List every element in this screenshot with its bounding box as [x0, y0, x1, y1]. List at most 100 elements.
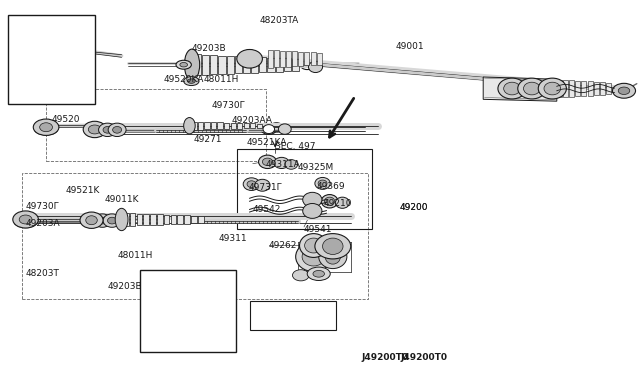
Bar — [237, 149, 372, 229]
Ellipse shape — [19, 215, 32, 224]
Ellipse shape — [325, 249, 340, 264]
Text: PIN(1): PIN(1) — [142, 316, 166, 325]
Bar — [140, 270, 236, 352]
Text: (400B0B): (400B0B) — [11, 33, 47, 42]
Bar — [218, 55, 226, 74]
Ellipse shape — [319, 245, 347, 269]
Bar — [298, 52, 303, 66]
Text: 49521K: 49521K — [66, 186, 100, 195]
Bar — [230, 123, 236, 129]
Bar — [275, 58, 283, 72]
Bar — [191, 216, 196, 223]
Bar — [588, 81, 593, 96]
Ellipse shape — [518, 78, 546, 99]
Bar — [218, 122, 223, 129]
Ellipse shape — [103, 214, 121, 227]
Text: 48203T: 48203T — [26, 269, 60, 278]
Text: NOT FOR SALE: NOT FOR SALE — [261, 312, 329, 321]
Text: 49200: 49200 — [400, 203, 429, 212]
Bar — [136, 214, 142, 225]
Bar — [280, 51, 285, 67]
Ellipse shape — [296, 242, 332, 272]
Ellipse shape — [259, 155, 276, 169]
Ellipse shape — [188, 79, 195, 83]
Ellipse shape — [335, 197, 349, 208]
Bar — [171, 215, 176, 224]
Ellipse shape — [142, 311, 159, 321]
Ellipse shape — [524, 82, 540, 95]
Text: 49262: 49262 — [269, 241, 297, 250]
Text: 49520: 49520 — [51, 115, 80, 124]
Ellipse shape — [52, 62, 68, 72]
Bar — [224, 122, 229, 129]
Ellipse shape — [262, 158, 273, 166]
Text: 49520K: 49520K — [191, 273, 225, 282]
Bar — [143, 214, 149, 225]
Text: SEC. 497: SEC. 497 — [275, 142, 316, 151]
Ellipse shape — [315, 234, 351, 259]
Bar — [259, 57, 266, 72]
Bar — [284, 58, 291, 71]
Bar — [563, 80, 568, 97]
Bar — [210, 55, 218, 74]
Bar — [198, 216, 204, 223]
Ellipse shape — [243, 178, 260, 190]
Bar — [594, 82, 598, 95]
Ellipse shape — [263, 125, 275, 134]
Text: (400B03A): (400B03A) — [142, 288, 183, 297]
Text: 49311A: 49311A — [266, 160, 300, 169]
Ellipse shape — [303, 192, 322, 207]
Ellipse shape — [237, 49, 262, 68]
Bar — [257, 124, 262, 128]
Text: 49200: 49200 — [400, 203, 429, 212]
Bar — [268, 50, 273, 68]
Ellipse shape — [300, 234, 328, 257]
Bar — [581, 81, 586, 96]
Bar — [235, 56, 242, 73]
Ellipse shape — [498, 78, 526, 99]
Text: 49541: 49541 — [304, 225, 333, 234]
Ellipse shape — [98, 217, 107, 224]
Ellipse shape — [544, 82, 561, 95]
Ellipse shape — [86, 216, 97, 225]
Bar — [198, 122, 204, 129]
Ellipse shape — [184, 309, 194, 315]
Ellipse shape — [247, 181, 256, 187]
Bar — [157, 214, 163, 225]
Bar — [305, 52, 309, 65]
Ellipse shape — [504, 82, 520, 95]
Ellipse shape — [103, 126, 112, 133]
Ellipse shape — [274, 157, 289, 169]
Ellipse shape — [323, 238, 343, 254]
Ellipse shape — [305, 238, 323, 253]
Ellipse shape — [184, 49, 200, 80]
Ellipse shape — [184, 118, 195, 134]
Ellipse shape — [313, 270, 324, 277]
Text: 48011H: 48011H — [117, 251, 152, 260]
Ellipse shape — [108, 123, 126, 137]
Bar — [123, 213, 129, 226]
Bar — [286, 51, 291, 67]
Text: J49200T0: J49200T0 — [362, 353, 408, 362]
Text: 49325M: 49325M — [298, 163, 334, 172]
Text: 08921-3252A-: 08921-3252A- — [11, 48, 61, 54]
Bar — [204, 122, 210, 129]
Ellipse shape — [180, 62, 188, 67]
Text: 49521KA: 49521KA — [246, 138, 287, 147]
Bar — [227, 56, 234, 74]
Text: 49011K: 49011K — [104, 195, 139, 203]
Text: 48011H: 48011H — [204, 76, 239, 84]
Bar — [268, 58, 275, 72]
Ellipse shape — [160, 316, 173, 324]
Bar — [194, 54, 201, 75]
Bar — [191, 122, 196, 130]
Ellipse shape — [302, 247, 325, 266]
Bar — [606, 83, 611, 94]
Bar — [164, 215, 170, 224]
Ellipse shape — [324, 197, 335, 205]
Bar — [237, 123, 243, 129]
Text: 49271: 49271 — [194, 135, 223, 144]
Ellipse shape — [115, 208, 128, 231]
Ellipse shape — [108, 217, 116, 224]
Bar — [250, 301, 336, 330]
